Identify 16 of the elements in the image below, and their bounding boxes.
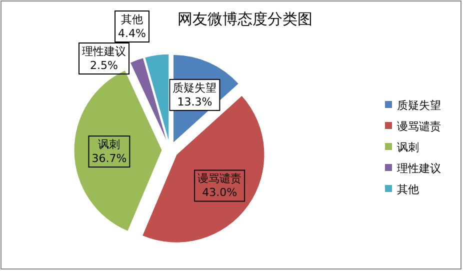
legend-label: 讽刺 [397, 141, 419, 154]
data-label: 43.0% [202, 186, 238, 200]
legend-label: 谩骂谴责 [397, 120, 441, 133]
slice-label: 理性建议 [82, 45, 126, 58]
slice-label: 讽刺 [98, 138, 120, 152]
slice-label: 其他 [121, 13, 143, 26]
data-label: 2.5% [90, 59, 118, 72]
legend-label: 其他 [397, 183, 419, 196]
legend-label: 质疑失望 [397, 99, 441, 112]
data-label: 13.3% [177, 95, 212, 108]
slice-label: 质疑失望 [172, 81, 217, 94]
data-label: 36.7% [92, 152, 127, 166]
chart-title: 网友微博态度分类图 [178, 10, 312, 28]
slice-label: 谩骂谴责 [198, 172, 242, 186]
legend-label: 理性建议 [397, 162, 441, 175]
data-label: 4.4% [118, 27, 146, 40]
